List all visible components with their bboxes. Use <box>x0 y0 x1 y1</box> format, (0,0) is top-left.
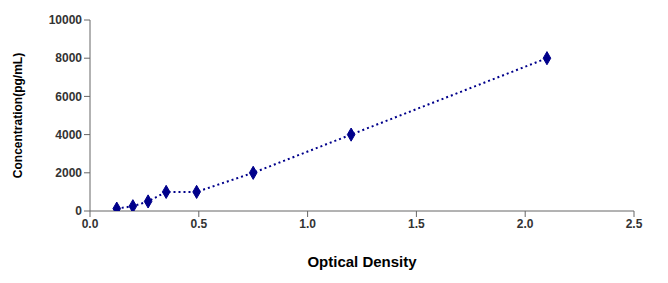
svg-text:1.0: 1.0 <box>299 217 316 231</box>
svg-text:2.5: 2.5 <box>626 217 643 231</box>
svg-text:Optical Density: Optical Density <box>307 253 417 270</box>
svg-text:Concentration(pg/mL): Concentration(pg/mL) <box>11 53 25 178</box>
svg-text:0: 0 <box>75 204 82 218</box>
svg-text:1.5: 1.5 <box>408 217 425 231</box>
svg-text:2.0: 2.0 <box>517 217 534 231</box>
svg-text:2000: 2000 <box>55 166 82 180</box>
svg-text:8000: 8000 <box>55 51 82 65</box>
svg-text:10000: 10000 <box>49 13 83 27</box>
svg-text:4000: 4000 <box>55 128 82 142</box>
svg-text:0.0: 0.0 <box>82 217 99 231</box>
svg-text:6000: 6000 <box>55 90 82 104</box>
svg-text:0.5: 0.5 <box>190 217 207 231</box>
